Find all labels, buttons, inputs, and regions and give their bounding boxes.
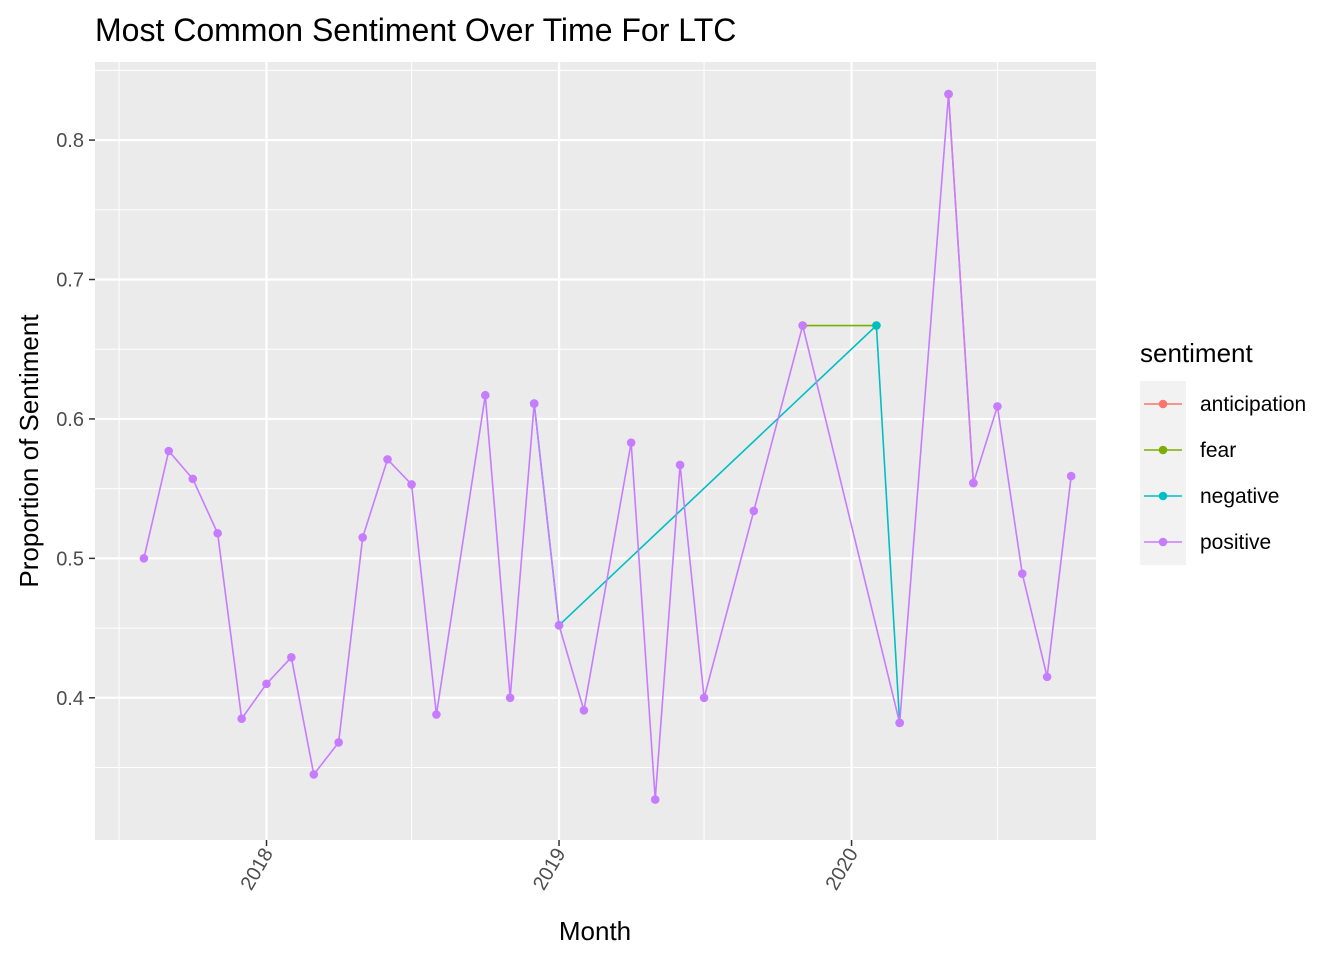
data-point-positive: [749, 506, 759, 516]
legend-label-fear: fear: [1200, 439, 1236, 462]
data-point-positive: [213, 528, 222, 538]
data-point-positive: [650, 795, 660, 804]
data-point-positive: [969, 478, 978, 488]
y-tick-label: 0.8: [56, 130, 84, 152]
data-point-positive: [699, 693, 709, 703]
y-axis: 0.4 0.5 0.6 0.7 0.8: [56, 130, 95, 710]
legend-label-negative: negative: [1200, 485, 1279, 508]
y-axis-title: Proportion of Sentiment: [14, 314, 44, 588]
data-point-positive: [383, 455, 392, 464]
data-point-positive: [407, 480, 416, 489]
legend-label-anticipation: anticipation: [1200, 393, 1306, 416]
plot-panel: [95, 62, 1096, 840]
data-point-positive: [139, 554, 149, 563]
data-point-positive: [481, 390, 490, 400]
data-point-positive: [1042, 672, 1052, 682]
x-tick-label: 2020: [822, 845, 863, 895]
data-point-positive: [188, 474, 198, 484]
x-axis: 2018 2019 2020: [237, 840, 863, 894]
data-point-positive: [164, 446, 174, 456]
data-point-positive: [579, 706, 589, 715]
data-point-positive: [432, 710, 441, 719]
legend-label-positive: positive: [1200, 531, 1271, 554]
data-point-positive: [309, 770, 319, 779]
data-point-positive: [554, 620, 564, 630]
x-tick-label: 2019: [529, 845, 570, 895]
y-tick-label: 0.7: [56, 270, 84, 292]
x-tick-label: 2018: [237, 845, 278, 895]
data-point-positive: [1066, 471, 1076, 481]
y-tick-label: 0.5: [56, 548, 84, 570]
chart-title: Most Common Sentiment Over Time For LTC: [95, 12, 736, 48]
data-point-positive: [798, 321, 807, 330]
legend-key-point: [1158, 445, 1168, 455]
data-point-positive: [237, 714, 246, 723]
data-point-negative: [872, 321, 881, 330]
data-point-positive: [334, 738, 343, 747]
data-point-positive: [895, 718, 904, 728]
data-point-positive: [529, 399, 539, 408]
data-point-positive: [1017, 569, 1027, 578]
y-tick-label: 0.4: [56, 688, 84, 710]
legend-key-point: [1158, 491, 1168, 501]
legend-key-point: [1158, 537, 1168, 547]
data-point-positive: [358, 533, 367, 542]
data-point-positive: [262, 679, 271, 689]
legend-key-point: [1158, 399, 1168, 409]
x-axis-title: Month: [559, 916, 631, 946]
data-point-positive: [944, 89, 953, 99]
data-point-positive: [675, 460, 685, 470]
y-tick-label: 0.6: [56, 409, 84, 431]
grid-lines: [95, 62, 1096, 840]
legend-title: sentiment: [1140, 338, 1253, 368]
data-point-positive: [505, 693, 515, 703]
data-points: [139, 89, 1076, 804]
data-point-positive: [287, 653, 296, 662]
data-point-positive: [626, 438, 636, 447]
legend: sentiment anticipation fear negative positi…: [1140, 338, 1306, 565]
data-point-positive: [993, 402, 1002, 411]
